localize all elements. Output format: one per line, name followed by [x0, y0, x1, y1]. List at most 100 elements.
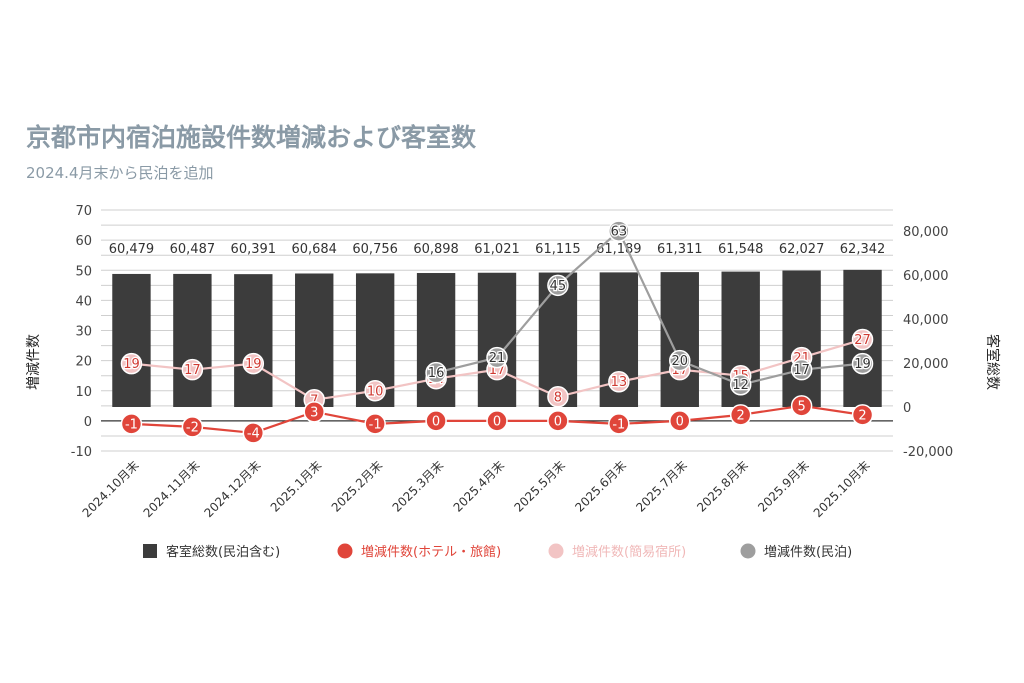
series-point: [120, 413, 143, 435]
bar: [660, 272, 699, 407]
legend-label: 客室総数(民泊含む): [166, 544, 280, 560]
bar-value-label: 61,311: [657, 242, 703, 257]
series-point-label: 16: [428, 366, 445, 381]
series-point: [608, 220, 630, 242]
series-point-label: -1: [125, 417, 138, 432]
bar: [782, 270, 821, 407]
series-point-label: -1: [612, 417, 625, 432]
bar-labels: 60,479 60,487 60,391 60,684 60,756 60,898 61,0…: [109, 242, 886, 257]
legend-marker: [548, 543, 564, 559]
series-point-label: -2: [186, 420, 199, 435]
legend-marker: [337, 543, 353, 559]
series-point: [486, 346, 508, 369]
right-tick-label: 0: [903, 401, 911, 416]
series-point: [851, 404, 874, 426]
left-tick-label: -10: [71, 445, 92, 460]
series-point-label: 5: [797, 399, 805, 414]
series-point: [729, 373, 752, 396]
series-point-label: 19: [854, 357, 871, 372]
legend-label: 増減件数(ホテル・旅館): [361, 544, 501, 560]
left-tick-label: 0: [84, 415, 92, 430]
series-point-label: 0: [676, 414, 684, 429]
x-tick-label: 2024.10月末: [80, 458, 142, 520]
right-axis-label: 客室総数: [984, 334, 1001, 390]
series-point: [120, 352, 143, 375]
series-point: [547, 386, 569, 408]
series-point: [729, 404, 752, 426]
right-tick-label: 80,000: [903, 225, 949, 240]
series-point-label: 12: [732, 378, 749, 393]
series-point-label: 45: [550, 279, 567, 294]
series-point: [547, 410, 569, 432]
line-series: 1917197101417813171521271621456320121719…: [120, 220, 874, 444]
chart-title: 京都市内宿泊施設件数増減および客室数: [26, 123, 477, 152]
left-tick-label: 20: [75, 355, 92, 370]
series-point: [181, 358, 204, 381]
series-point-label: 7: [310, 393, 318, 408]
series-point-label: 0: [432, 414, 440, 429]
x-tick-label: 2025.10月末: [811, 458, 873, 520]
series-point: [486, 410, 508, 432]
legend-marker: [740, 543, 756, 559]
x-tick-label: 2025.7月末: [633, 458, 690, 515]
left-tick-label: 70: [75, 204, 92, 219]
bar-value-label: 60,479: [109, 242, 155, 257]
series-point: [303, 401, 325, 423]
series-point-label: 2: [737, 408, 745, 423]
x-tick-label: 2024.11月末: [141, 458, 203, 520]
series-point: [608, 413, 630, 435]
right-tick-label: 40,000: [903, 313, 949, 328]
left-tick-label: 50: [75, 264, 92, 279]
left-tick-label: 10: [75, 385, 92, 400]
series-point: [425, 410, 447, 432]
left-tick-label: 60: [75, 234, 92, 249]
bar-value-label: 61,115: [535, 242, 581, 257]
series-point: [851, 328, 874, 351]
series-point-label: -1: [369, 417, 382, 432]
series-point-label: -4: [247, 426, 260, 441]
bar-value-label: 60,898: [413, 242, 459, 257]
bar-value-label: 60,756: [352, 242, 398, 257]
series-point: [669, 410, 691, 432]
series-point-label: 20: [671, 354, 688, 369]
right-tick-label: 60,000: [903, 269, 949, 284]
series-point: [242, 422, 265, 444]
bar-value-label: 62,342: [840, 242, 886, 257]
x-tick-label: 2025.4月末: [451, 458, 508, 515]
right-axis-ticks: -20,000 0 20,000 40,000 60,000 80,000: [903, 225, 953, 460]
bar: [234, 274, 273, 407]
left-tick-label: 40: [75, 294, 92, 309]
series-point: [242, 352, 265, 375]
series-point-label: 2: [858, 408, 866, 423]
series-point: [425, 361, 447, 384]
series-point: [547, 274, 569, 297]
series-point: [364, 413, 386, 435]
right-tick-label: 20,000: [903, 357, 949, 372]
series-point-label: 19: [245, 357, 262, 372]
legend-label: 増減件数(民泊): [764, 544, 852, 560]
legend: 客室総数(民泊含む) 増減件数(ホテル・旅館) 増減件数(簡易宿所) 増減件数(民泊): [143, 543, 852, 560]
bar-value-label: 61,548: [718, 242, 764, 257]
chart-subtitle: 2024.4月末から民泊を追加: [26, 164, 214, 182]
series-point-label: 0: [554, 414, 562, 429]
series-point-label: 13: [611, 375, 628, 390]
left-axis-ticks: -10 0 10 20 30 40 50 60 70: [71, 204, 92, 460]
left-tick-label: 30: [75, 325, 92, 340]
series-point-label: 63: [611, 225, 628, 240]
x-tick-label: 2025.1月末: [268, 458, 325, 515]
series-point: [364, 380, 386, 402]
series-point-label: 8: [554, 390, 562, 405]
x-tick-label: 2025.8月末: [694, 458, 751, 515]
series-point-label: 3: [310, 405, 318, 420]
x-tick-label: 2025.9月末: [755, 458, 812, 515]
bar: [295, 273, 334, 407]
series-point-label: 27: [854, 333, 871, 348]
legend-label: 増減件数(簡易宿所): [572, 544, 686, 560]
bar-series: [112, 269, 882, 407]
right-tick-label: -20,000: [903, 445, 953, 460]
series-point-label: 17: [793, 363, 810, 378]
series-point-label: 17: [184, 363, 201, 378]
bar-value-label: 60,487: [170, 242, 216, 257]
